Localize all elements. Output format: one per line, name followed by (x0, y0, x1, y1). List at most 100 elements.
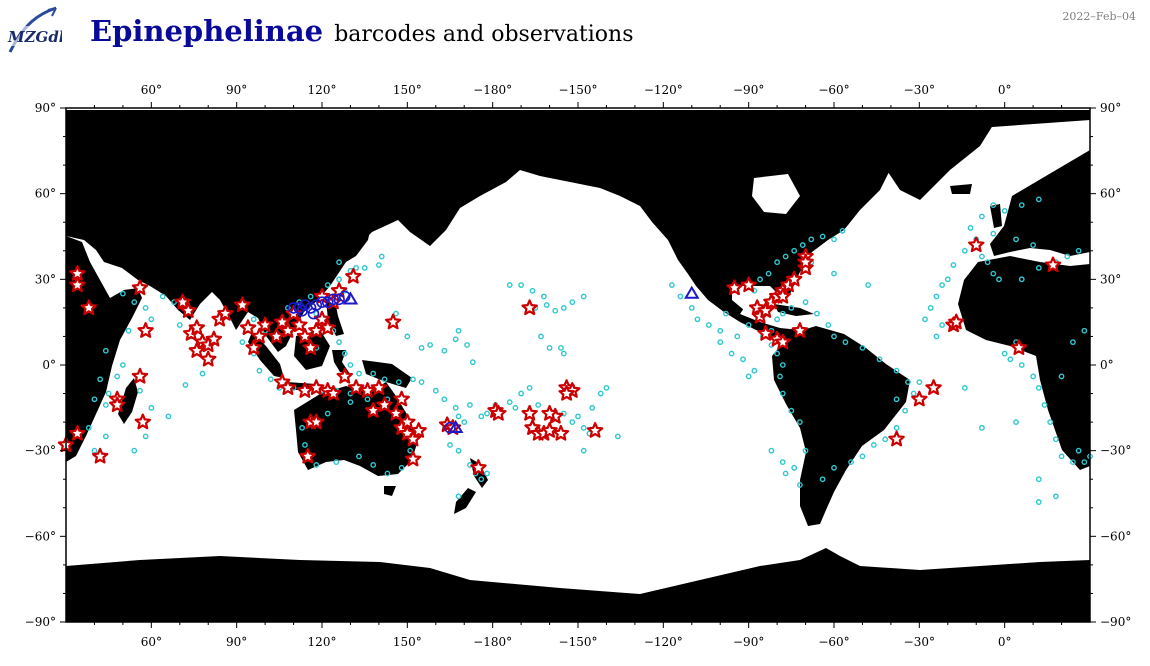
observation-dot (1035, 384, 1042, 391)
observation-dot (560, 304, 567, 311)
barcode-star (490, 404, 507, 421)
observation-dot (967, 225, 974, 231)
europe-africa-east (990, 150, 1090, 256)
barcode-star (726, 279, 743, 296)
observation-dot (796, 419, 803, 426)
lon-label-bottom: 60° (141, 635, 162, 649)
observation-dot (580, 424, 587, 431)
observation-dot (384, 470, 391, 477)
north-america (520, 110, 1090, 340)
observation-dot (984, 259, 991, 266)
observation-dot (1001, 207, 1008, 214)
lon-label-bottom: −180° (473, 635, 512, 649)
observation-dot (990, 230, 997, 237)
title-sub: barcodes and observations (334, 22, 634, 47)
barcode-star (797, 253, 814, 270)
lon-label-bottom: −90° (733, 635, 764, 649)
observation-dot (882, 436, 889, 443)
observation-dot (506, 399, 513, 406)
observation-dot (324, 282, 331, 288)
observation-dot (529, 287, 536, 294)
barcode-star (319, 319, 336, 335)
observation-dot (728, 350, 735, 357)
observation-dot (933, 333, 940, 340)
lon-label-top: −60° (818, 83, 849, 97)
observation-dot (447, 442, 453, 448)
barcode-star (797, 259, 814, 276)
observation-dot (1052, 493, 1059, 500)
observation-dot (825, 322, 832, 328)
lat-label-right: 0° (1100, 358, 1114, 372)
barcode-star (404, 450, 422, 467)
observation-dot (740, 356, 746, 363)
iceland (950, 184, 972, 194)
observation-dot (1035, 499, 1042, 505)
barcode-star (80, 299, 97, 316)
new-guinea (362, 360, 412, 388)
lat-label-right: 60° (1100, 187, 1121, 201)
lon-label-bottom: 0° (998, 635, 1012, 649)
barcode-star (279, 379, 297, 395)
observation-dot (526, 384, 533, 391)
antarctica (66, 548, 1090, 622)
observation-dot (580, 293, 587, 300)
observation-dot (777, 373, 783, 380)
observation-dot (370, 370, 377, 377)
observation-dot (361, 265, 368, 271)
observation-dot (455, 447, 462, 454)
barcode-star (948, 313, 965, 330)
barcode-star (308, 322, 325, 338)
barcode-star (399, 413, 416, 430)
observation-dot (418, 344, 425, 351)
observation-dot (603, 384, 610, 391)
observation-dot (341, 350, 348, 357)
observation-dot (916, 379, 923, 386)
lon-label-bottom: −150° (559, 635, 598, 649)
observation-dot (927, 304, 934, 311)
observation-dot (779, 390, 786, 397)
observation-dot (944, 276, 951, 283)
lon-label-top: −90° (733, 83, 764, 97)
observation-dot (688, 304, 695, 311)
observation-dot (734, 333, 741, 340)
observation-dot (831, 464, 837, 471)
observation-dot (540, 293, 547, 300)
barcode-triangle (447, 419, 464, 434)
observation-dot (788, 407, 795, 414)
barcode-star (336, 367, 353, 384)
observation-dot (441, 347, 448, 354)
hudson-bay (752, 174, 800, 214)
observation-dot (535, 402, 542, 408)
observation-dot (668, 282, 675, 288)
barcode-star (205, 330, 223, 347)
barcode-star (188, 319, 206, 335)
new-zealand-south (454, 488, 476, 514)
observation-dot (996, 276, 1002, 283)
barcode-star (404, 430, 422, 447)
observation-dot (979, 253, 985, 260)
observation-dot (182, 382, 189, 388)
barcode-star (925, 379, 942, 395)
barcode-star (109, 396, 126, 413)
observation-dot (148, 404, 155, 411)
barcode-star (521, 404, 538, 421)
observation-dot (119, 362, 126, 368)
observation-dot (299, 424, 305, 431)
observation-dot (808, 236, 815, 243)
observation-dot (597, 390, 604, 397)
lon-label-top: −30° (904, 83, 935, 97)
barcode-star (69, 276, 86, 293)
observation-dot (142, 433, 149, 440)
observation-dot (455, 493, 462, 500)
barcode-star (387, 404, 405, 421)
logo-text: MZGdb (7, 28, 62, 46)
barcode-star (245, 339, 262, 355)
observation-dot (694, 316, 701, 323)
lon-label-top: 150° (393, 83, 422, 97)
observation-dot (441, 396, 448, 403)
observation-dot (102, 433, 109, 440)
barcode-triangle (684, 285, 700, 299)
madagascar (118, 378, 138, 424)
observation-dot (518, 282, 525, 288)
lat-label-left: −30° (25, 444, 56, 458)
